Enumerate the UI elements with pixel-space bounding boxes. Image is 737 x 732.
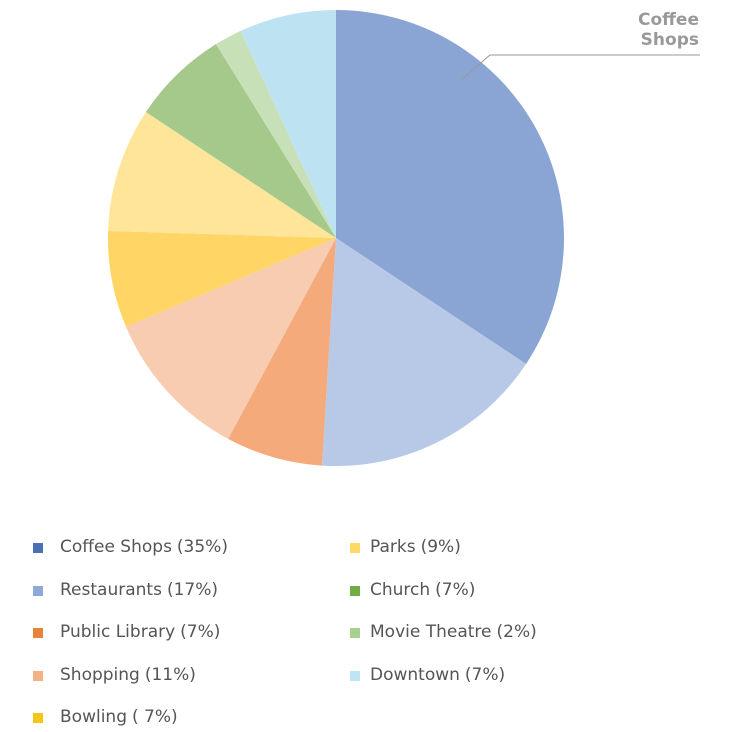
legend-value: (9%) (420, 537, 461, 557)
legend-value: (11%) (144, 664, 196, 685)
legend-swatch (33, 713, 43, 723)
legend-item: Downtown (7%) (370, 665, 505, 685)
legend-value: (2%) (496, 622, 537, 642)
legend-item: Bowling( 7%) (60, 707, 178, 727)
pie-slice (126, 238, 336, 439)
legend-label: Bowling (60, 707, 127, 727)
legend-label: Movie Theatre (370, 622, 492, 642)
legend-item: Church (7%) (370, 580, 475, 600)
leader-line (460, 54, 700, 81)
legend-swatch (33, 628, 43, 638)
legend-swatch (33, 670, 43, 681)
pie-slice (108, 112, 336, 238)
pie-slice (240, 10, 336, 238)
pie-slice (228, 238, 336, 466)
pie-slice (215, 30, 336, 238)
legend-value: (7%) (464, 664, 506, 685)
legend-swatch (350, 628, 360, 638)
legend-swatch (350, 543, 360, 553)
legend-item: Public Library (7%) (60, 622, 220, 642)
legend-value: (35%) (176, 537, 228, 557)
legend-value: (7%) (435, 579, 476, 600)
legend-item: Parks (9%) (370, 537, 461, 557)
legend-label: Church (370, 579, 431, 600)
pie-slice (321, 238, 527, 466)
legend-value: ( 7%) (131, 707, 178, 727)
pie-slice (336, 10, 564, 364)
legend-item: Shopping (11%) (60, 665, 196, 685)
legend-item: Restaurants (17%) (60, 580, 218, 600)
legend-value: (7%) (180, 622, 221, 642)
legend-value: (17%) (166, 579, 218, 600)
annotation: Coffee Shops (638, 10, 699, 50)
legend-swatch (33, 543, 43, 553)
legend-swatch (33, 585, 43, 596)
pie-slice (145, 44, 336, 238)
legend-swatch (350, 670, 360, 681)
legend-label: Downtown (370, 664, 460, 685)
pie-slice (108, 230, 336, 327)
legend-item: Movie Theatre (2%) (370, 622, 537, 642)
legend-label: Public Library (60, 622, 176, 642)
legend-label: Coffee Shops (60, 537, 172, 557)
legend-label: Restaurants (60, 579, 162, 600)
legend-item: Coffee Shops (35%) (60, 537, 228, 557)
legend-label: Shopping (60, 664, 140, 685)
legend-label: Parks (370, 537, 416, 557)
legend-swatch (350, 585, 360, 596)
